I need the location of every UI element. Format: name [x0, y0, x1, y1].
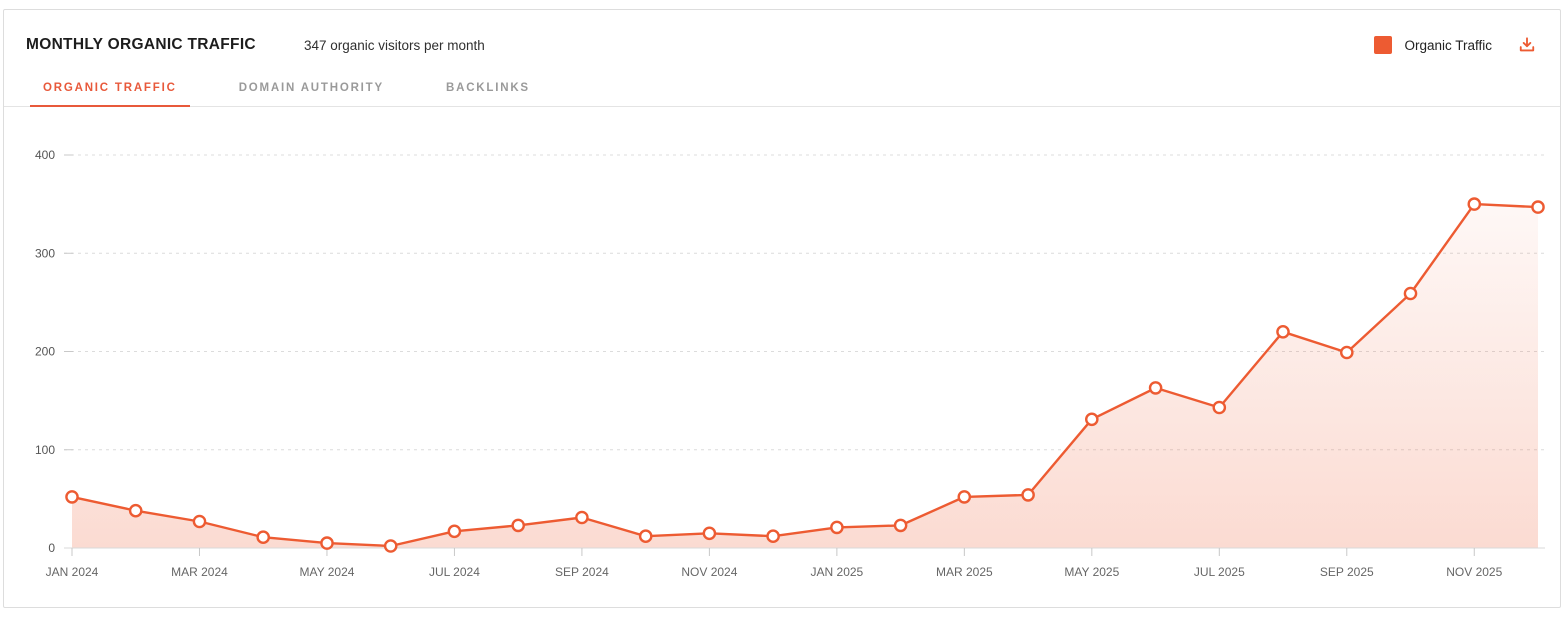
x-axis-label: NOV 2025 — [1446, 565, 1502, 579]
data-point-marker[interactable] — [1085, 412, 1099, 427]
x-axis-label: JUL 2025 — [1194, 565, 1245, 579]
data-point-marker[interactable] — [320, 536, 334, 550]
data-point-marker[interactable] — [1021, 488, 1035, 502]
y-axis-label: 100 — [35, 443, 55, 457]
download-button[interactable] — [1514, 32, 1540, 58]
organic-traffic-chart: 0 100 200 300 400 JAN 2024 MAR 2024 MAY 2024 JUL… — [4, 107, 1560, 592]
data-point-marker[interactable] — [447, 524, 462, 539]
x-axis-label: MAY 2025 — [1064, 565, 1119, 579]
data-point-marker[interactable] — [957, 490, 972, 504]
tab-domain-authority[interactable]: DOMAIN AUTHORITY — [238, 82, 384, 94]
y-axis-label: 200 — [35, 345, 55, 359]
data-point-marker[interactable] — [638, 529, 653, 544]
legend-swatch — [1374, 36, 1393, 54]
tab-backlinks[interactable]: BACKLINKS — [445, 82, 530, 94]
traffic-line — [70, 202, 1540, 548]
x-axis-label: SEP 2025 — [1320, 565, 1374, 579]
data-point-marker[interactable] — [1531, 200, 1545, 214]
data-point-marker[interactable] — [511, 518, 526, 533]
x-axis-label: MAR 2025 — [936, 565, 993, 579]
data-point-marker[interactable] — [128, 503, 143, 518]
data-point-marker[interactable] — [830, 520, 844, 535]
card-header: MONTHLY ORGANIC TRAFFIC 347 organic visi… — [4, 10, 1560, 64]
x-axis-label: JUL 2024 — [429, 565, 480, 579]
x-axis-label: NOV 2024 — [681, 565, 737, 579]
data-point-marker[interactable] — [1403, 286, 1418, 301]
data-point-marker[interactable] — [702, 526, 717, 541]
data-point-marker[interactable] — [1212, 400, 1227, 415]
data-point-marker[interactable] — [1467, 197, 1482, 211]
data-point-marker[interactable] — [893, 518, 908, 533]
legend-item-organic-traffic[interactable]: Organic Traffic — [1374, 36, 1492, 54]
data-point-marker[interactable] — [1340, 345, 1354, 360]
y-axis-label: 0 — [48, 541, 55, 555]
data-point-marker[interactable] — [256, 530, 271, 545]
x-axis-label: MAR 2024 — [171, 565, 228, 579]
download-icon — [1519, 37, 1535, 52]
tab-bar: ORGANIC TRAFFIC DOMAIN AUTHORITY BACKLIN… — [4, 64, 1560, 107]
data-point-marker[interactable] — [65, 490, 79, 504]
data-point-marker[interactable] — [192, 514, 207, 529]
y-axis-label: 400 — [35, 148, 55, 162]
organic-traffic-card: MONTHLY ORGANIC TRAFFIC 347 organic visi… — [3, 9, 1561, 608]
legend: Organic Traffic — [1374, 32, 1540, 58]
y-axis-label: 300 — [35, 246, 55, 260]
tab-organic-traffic[interactable]: ORGANIC TRAFFIC — [30, 78, 190, 107]
data-point-marker[interactable] — [575, 510, 589, 525]
data-point-marker[interactable] — [1276, 324, 1290, 339]
x-axis-label: JAN 2024 — [46, 565, 99, 579]
area-fill — [72, 204, 1538, 548]
data-point-marker[interactable] — [1148, 381, 1163, 395]
x-axis-label: JAN 2025 — [811, 565, 864, 579]
legend-label: Organic Traffic — [1404, 37, 1492, 53]
visitors-summary: 347 organic visitors per month — [303, 37, 485, 53]
x-axis-label: SEP 2024 — [555, 565, 609, 579]
data-point-marker[interactable] — [766, 529, 780, 544]
data-point-marker[interactable] — [383, 539, 398, 553]
chart-canvas: 0 100 200 300 400 JAN 2024 MAR 2024 MAY 2024 JUL… — [35, 148, 1545, 579]
page-title: MONTHLY ORGANIC TRAFFIC — [26, 36, 256, 53]
x-axis-label: MAY 2024 — [299, 565, 354, 579]
